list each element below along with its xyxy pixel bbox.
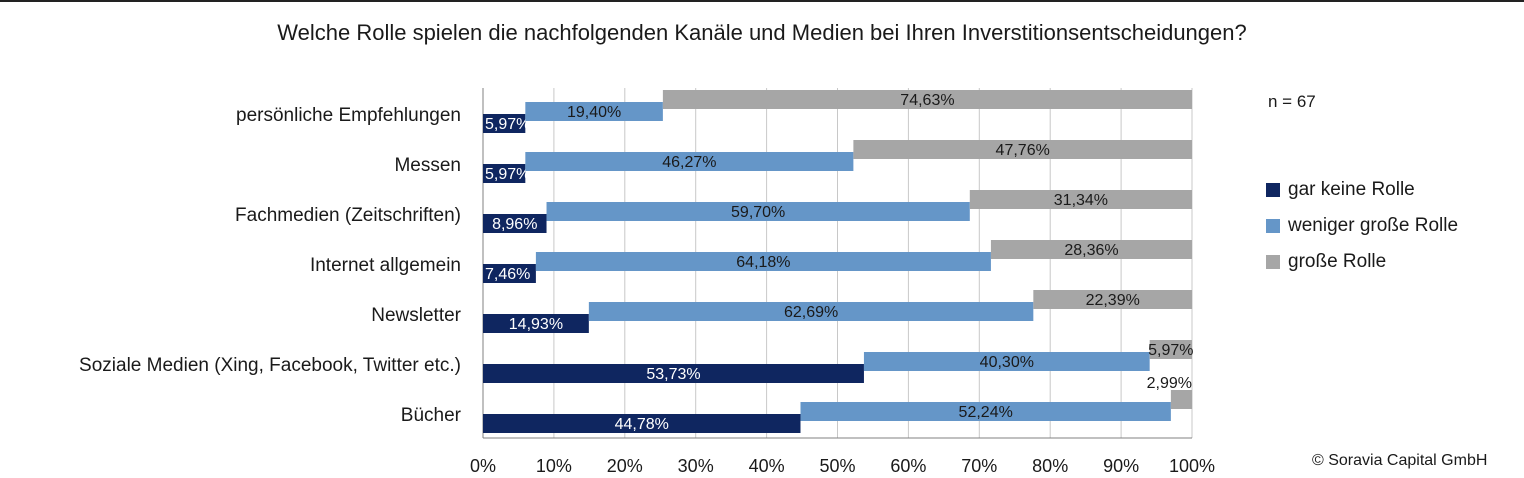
- data-label: 53,73%: [646, 366, 700, 383]
- data-label: 52,24%: [959, 404, 1013, 421]
- category-label: Soziale Medien (Xing, Facebook, Twitter …: [79, 355, 461, 376]
- bar-segment: [525, 102, 663, 121]
- bar-segment: [483, 164, 526, 183]
- category-label: persönliche Empfehlungen: [236, 105, 461, 126]
- legend-label: gar keine Rolle: [1288, 179, 1415, 200]
- bar-segment: [853, 140, 1192, 159]
- category-label: Internet allgemein: [310, 255, 461, 276]
- x-tick-label: 70%: [961, 456, 997, 476]
- category-label: Fachmedien (Zeitschriften): [235, 205, 461, 226]
- data-label: 5,97%: [485, 116, 530, 133]
- legend-item: große Rolle: [1266, 244, 1458, 280]
- category-label: Bücher: [401, 405, 462, 426]
- bar-segment: [1149, 340, 1192, 359]
- data-label: 22,39%: [1086, 292, 1140, 309]
- x-tick-label: 100%: [1169, 456, 1215, 476]
- x-tick-label: 50%: [819, 456, 855, 476]
- bar-segment: [483, 314, 589, 333]
- data-label: 14,93%: [509, 316, 563, 333]
- legend-item: gar keine Rolle: [1266, 172, 1458, 208]
- legend-item: weniger große Rolle: [1266, 208, 1458, 244]
- bar-segment: [483, 114, 526, 133]
- data-label: 7,46%: [485, 266, 530, 283]
- bar-segment: [525, 152, 854, 171]
- data-label: 5,97%: [1148, 342, 1193, 359]
- x-tick-label: 10%: [536, 456, 572, 476]
- data-label: 74,63%: [900, 92, 954, 109]
- category-label: Messen: [394, 155, 461, 176]
- bar-segment: [483, 214, 547, 233]
- data-label: 59,70%: [731, 204, 785, 221]
- legend: gar keine Rolle weniger große Rolle groß…: [1266, 172, 1458, 280]
- legend-label: große Rolle: [1288, 251, 1387, 272]
- x-tick-label: 80%: [1032, 456, 1068, 476]
- bar-segment: [1170, 390, 1193, 409]
- data-label: 8,96%: [492, 216, 537, 233]
- x-tick-label: 0%: [470, 456, 496, 476]
- bar-segment: [990, 240, 1192, 259]
- bar-segment: [969, 190, 1192, 209]
- bar-segment: [483, 264, 536, 283]
- legend-label: weniger große Rolle: [1288, 215, 1459, 236]
- data-label: 2,99%: [1147, 375, 1192, 392]
- top-rule: [0, 0, 1524, 2]
- bar-segment: [588, 302, 1034, 321]
- x-tick-label: 90%: [1103, 456, 1139, 476]
- legend-swatch: [1266, 255, 1280, 269]
- bar-segment: [800, 402, 1171, 421]
- x-tick-label: 40%: [749, 456, 785, 476]
- legend-swatch: [1266, 183, 1280, 197]
- x-tick-label: 20%: [607, 456, 643, 476]
- bar-segment: [546, 202, 970, 221]
- data-label: 40,30%: [980, 354, 1034, 371]
- legend-swatch: [1266, 219, 1280, 233]
- bar-segment: [1033, 290, 1193, 309]
- x-tick-label: 60%: [890, 456, 926, 476]
- x-tick-label: 30%: [678, 456, 714, 476]
- data-label: 46,27%: [662, 154, 716, 171]
- data-label: 64,18%: [736, 254, 790, 271]
- data-label: 28,36%: [1064, 242, 1118, 259]
- copyright-note: © Soravia Capital GmbH: [1312, 452, 1488, 469]
- sample-size-note: n = 67: [1268, 92, 1316, 111]
- bar-segment: [483, 364, 864, 383]
- chart-title: Welche Rolle spielen die nachfolgenden K…: [277, 20, 1247, 45]
- bar-segment: [662, 90, 1192, 109]
- category-label: Newsletter: [371, 305, 461, 326]
- data-label: 47,76%: [996, 142, 1050, 159]
- data-label: 44,78%: [615, 416, 669, 433]
- data-label: 31,34%: [1054, 192, 1108, 209]
- bar-segment: [535, 252, 991, 271]
- bar-segment: [483, 414, 801, 433]
- data-label: 5,97%: [485, 166, 530, 183]
- data-label: 19,40%: [567, 104, 621, 121]
- bar-segment: [863, 352, 1150, 371]
- data-label: 62,69%: [784, 304, 838, 321]
